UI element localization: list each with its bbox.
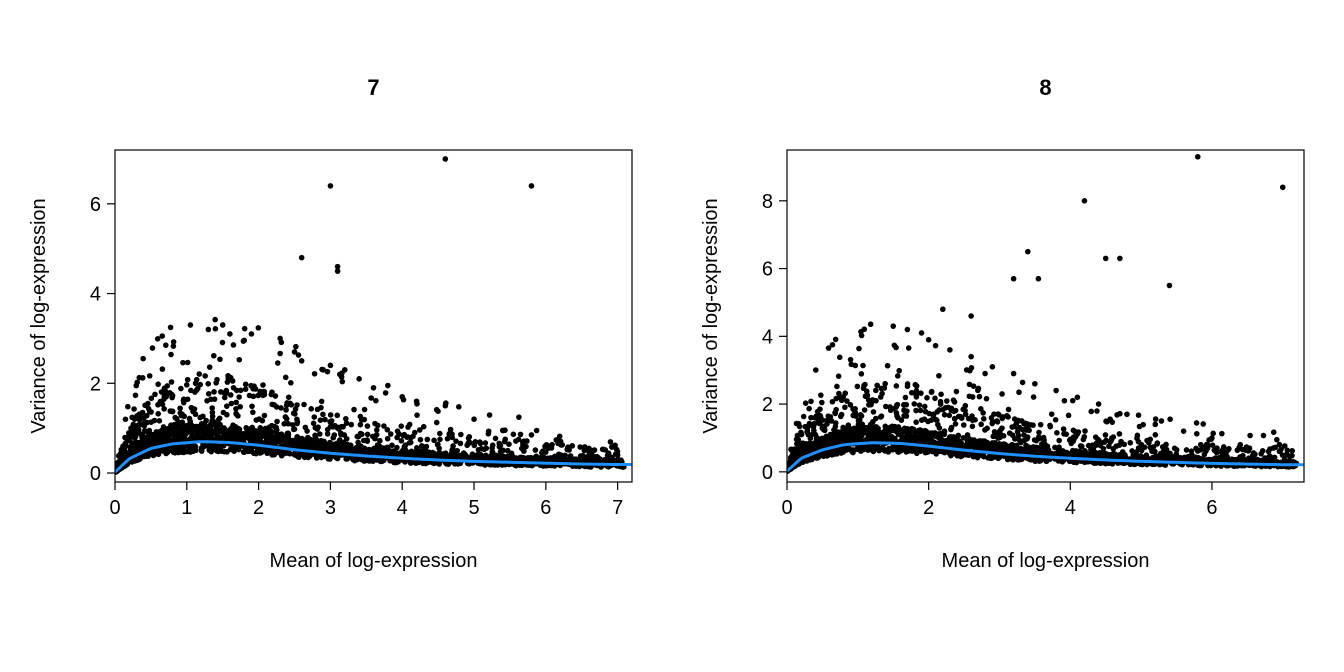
svg-text:7: 7 (612, 497, 623, 519)
scatter-plot-7: 0 1 2 3 4 5 6 7 0 2 4 6 Mean of log-expression Varian… (0, 0, 672, 672)
svg-text:0: 0 (90, 463, 101, 485)
panel-title: 8 (1039, 75, 1051, 100)
svg-text:3: 3 (325, 497, 336, 519)
svg-text:6: 6 (540, 497, 551, 519)
svg-text:6: 6 (90, 194, 101, 216)
panel-container: 0 1 2 3 4 5 6 7 0 2 4 6 Mean of log-expression Varian… (0, 0, 1344, 672)
svg-text:2: 2 (253, 497, 264, 519)
svg-text:4: 4 (397, 497, 408, 519)
x-axis-label: Mean of log-expression (270, 550, 478, 572)
panel-7: 0 1 2 3 4 5 6 7 0 2 4 6 Mean of log-expression Varian… (0, 0, 672, 672)
svg-text:4: 4 (90, 284, 101, 306)
svg-text:0: 0 (109, 497, 120, 519)
svg-text:1: 1 (181, 497, 192, 519)
panel-title: 7 (367, 75, 379, 100)
y-axis-label: Variance of log-expression (28, 198, 50, 433)
scatter-plot-8: 024602468Mean of log-expressionVariance … (672, 0, 1344, 672)
panel-8: 024602468Mean of log-expressionVariance … (672, 0, 1344, 672)
svg-text:2: 2 (90, 373, 101, 395)
x-axis-label: Mean of log-expression (942, 550, 1150, 572)
svg-text:5: 5 (468, 497, 479, 519)
y-axis-label: Variance of log-expression (700, 198, 722, 433)
